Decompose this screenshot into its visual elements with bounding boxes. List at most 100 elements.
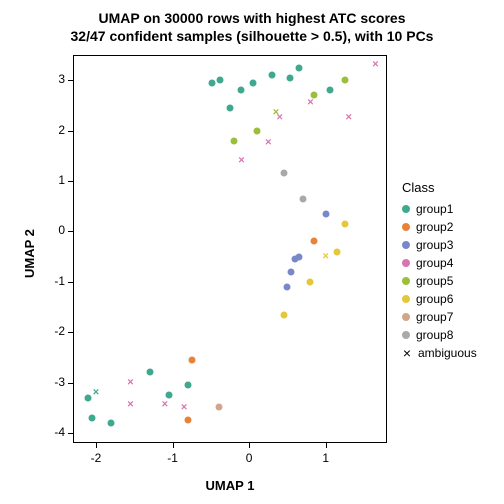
legend-item-group7: group7 [402,310,453,324]
data-point: × [162,400,168,411]
legend-label: group8 [416,328,453,342]
data-point: × [127,377,133,388]
legend-symbol [402,313,410,321]
data-point [326,87,333,94]
legend-label: group1 [416,202,453,216]
legend-item-group6: group6 [402,292,453,306]
chart-title-line1: UMAP on 30000 rows with highest ATC scor… [0,10,504,26]
legend-item-group8: group8 [402,328,453,342]
data-point [288,268,295,275]
legend-item-group5: group5 [402,274,453,288]
x-tick-mark [326,443,327,448]
legend-symbol [402,205,410,213]
data-point: × [265,138,271,149]
data-point [89,414,96,421]
legend-label: group7 [416,310,453,324]
x-tick-mark [173,443,174,448]
y-tick-label: 0 [58,223,65,237]
data-point: × [307,97,313,108]
chart-root: UMAP on 30000 rows with highest ATC scor… [0,0,504,504]
data-point [322,210,329,217]
data-point [188,356,195,363]
x-axis-label: UMAP 1 [73,478,387,493]
y-tick-label: 1 [58,173,65,187]
data-point [280,311,287,318]
legend-symbol [402,331,410,339]
legend-item-group2: group2 [402,220,453,234]
legend-label: group4 [416,256,453,270]
data-point [299,195,306,202]
legend-symbol [402,295,410,303]
data-point: × [238,155,244,166]
legend-item-group4: group4 [402,256,453,270]
data-point [184,417,191,424]
x-tick-label: 1 [316,451,336,465]
y-tick-mark [68,181,73,182]
legend-symbol: × [402,348,412,358]
legend-label: group3 [416,238,453,252]
y-tick-label: -3 [54,375,65,389]
data-point [341,220,348,227]
legend-label: group6 [416,292,453,306]
x-tick-label: 0 [239,451,259,465]
y-tick-label: -1 [54,274,65,288]
legend-item-ambiguous: × ambiguous [402,346,477,360]
data-point [85,394,92,401]
data-point [286,74,293,81]
data-point [269,72,276,79]
data-point [295,64,302,71]
y-tick-label: 2 [58,123,65,137]
data-point [209,79,216,86]
x-tick-mark [96,443,97,448]
y-tick-mark [68,80,73,81]
chart-title-line2: 32/47 confident samples (silhouette > 0.… [0,28,504,44]
y-tick-mark [68,231,73,232]
y-tick-mark [68,131,73,132]
data-point [341,77,348,84]
legend-label: ambiguous [418,346,477,360]
y-axis-label: UMAP 2 [22,229,37,278]
data-point [146,369,153,376]
legend-symbol [402,241,410,249]
data-point: × [127,400,133,411]
data-point [307,278,314,285]
data-point: × [323,251,329,262]
data-point [249,79,256,86]
y-tick-label: -4 [54,425,65,439]
data-point [108,419,115,426]
legend-label: group2 [416,220,453,234]
x-tick-mark [249,443,250,448]
data-point [295,253,302,260]
data-point: × [372,60,378,71]
data-point [280,170,287,177]
legend-item-group3: group3 [402,238,453,252]
y-tick-mark [68,383,73,384]
data-point [215,403,222,410]
y-tick-mark [68,332,73,333]
y-tick-label: -2 [54,324,65,338]
legend-title: Class [402,180,435,195]
data-point [238,87,245,94]
legend-symbol [402,277,410,285]
data-point [217,77,224,84]
data-point: × [181,402,187,413]
data-point [253,127,260,134]
data-point: × [345,112,351,123]
legend-label: group5 [416,274,453,288]
legend-item-group1: group1 [402,202,453,216]
data-point [227,104,234,111]
x-tick-label: -2 [86,451,106,465]
data-point [334,248,341,255]
data-point [184,382,191,389]
y-tick-mark [68,282,73,283]
legend-symbol [402,223,410,231]
data-point: × [273,107,279,118]
x-tick-label: -1 [163,451,183,465]
data-point: × [93,387,99,398]
data-point [284,283,291,290]
data-point [311,238,318,245]
legend-symbol [402,259,410,267]
data-point [165,392,172,399]
y-tick-label: 3 [58,72,65,86]
y-tick-mark [68,433,73,434]
